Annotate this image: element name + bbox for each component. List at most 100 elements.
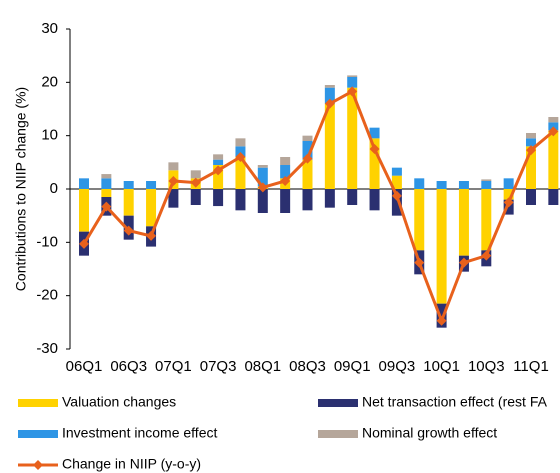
line-marker xyxy=(190,177,201,188)
bar-segment xyxy=(391,167,402,176)
bar-segment xyxy=(391,189,402,216)
y-axis-label: Contributions to NIIP change (%) xyxy=(13,87,29,291)
x-tick-label: 09Q1 xyxy=(334,358,371,375)
line xyxy=(82,89,555,325)
bar-segment xyxy=(324,85,335,88)
y-tick-label: 10 xyxy=(41,127,58,144)
legend-label: Investment income effect xyxy=(62,425,217,441)
legend-label: Net transaction effect (rest FA xyxy=(362,394,548,410)
bar-segment xyxy=(302,135,313,141)
bar-segment xyxy=(257,189,268,213)
bar-segment xyxy=(369,138,380,189)
x-tick-label: 08Q3 xyxy=(289,358,326,375)
line-marker xyxy=(146,230,157,241)
bar-segment xyxy=(213,165,224,189)
bar-segment xyxy=(235,146,246,157)
bar-segment xyxy=(280,157,291,165)
bar-segment xyxy=(235,138,246,147)
bar-segment xyxy=(280,165,291,179)
bar-segment xyxy=(213,159,224,165)
bar-segment xyxy=(548,117,559,123)
x-tick-label: 07Q1 xyxy=(155,358,192,375)
bar-segment xyxy=(168,189,179,208)
bar-segment xyxy=(123,189,134,216)
bar-segment xyxy=(146,189,157,227)
bar-segment xyxy=(213,154,224,160)
line-marker xyxy=(123,225,134,236)
line-marker xyxy=(280,176,291,186)
line-marker xyxy=(302,153,313,164)
y-tick-label: 0 xyxy=(50,180,58,197)
bar-segment xyxy=(481,189,492,251)
bar-segment xyxy=(548,189,559,205)
legend-label: Nominal growth effect xyxy=(362,425,497,441)
line-marker xyxy=(548,126,559,137)
bar-segment xyxy=(79,178,89,189)
legend-swatch xyxy=(318,399,358,407)
line-marker xyxy=(503,197,514,208)
x-tick-label: 08Q1 xyxy=(244,358,281,375)
bar-segment xyxy=(302,189,313,211)
bar-segment xyxy=(235,189,246,211)
bar-segment xyxy=(369,189,380,211)
bar-segment xyxy=(302,141,313,160)
y-tick-label: -30 xyxy=(36,340,58,357)
bar-segment xyxy=(324,189,335,208)
bar-segment xyxy=(526,189,536,205)
bar-segment xyxy=(526,133,536,139)
line-marker xyxy=(168,176,179,186)
legend-label: Valuation changes xyxy=(62,394,176,410)
legend-swatch xyxy=(18,430,58,438)
y-tick-label: -20 xyxy=(36,287,58,304)
line-marker xyxy=(369,144,380,154)
legend-label: Change in NIIP (y-o-y) xyxy=(62,456,201,472)
line-marker xyxy=(213,165,224,176)
line-marker xyxy=(347,86,358,97)
bar-segment xyxy=(436,189,447,304)
bar-segment xyxy=(235,157,246,189)
bar-segment xyxy=(526,146,536,189)
legend-swatch xyxy=(318,430,358,438)
line-marker xyxy=(436,315,447,326)
bar-segment xyxy=(347,189,358,205)
bar-segment xyxy=(391,175,402,189)
bar-segment xyxy=(101,178,112,189)
line-marker xyxy=(257,182,268,193)
y-tick-label: -10 xyxy=(36,233,58,250)
bar-segment xyxy=(414,189,425,251)
line-marker xyxy=(414,257,425,268)
x-tick-label: 10Q1 xyxy=(423,358,460,375)
bar-segment xyxy=(503,178,514,189)
bar-segment xyxy=(123,181,134,189)
bar-segment xyxy=(414,178,425,189)
x-tick-label: 09Q3 xyxy=(379,358,416,375)
x-tick-label: 06Q3 xyxy=(110,358,147,375)
bar-segment xyxy=(481,181,492,189)
line-marker xyxy=(101,201,112,212)
bar-segment xyxy=(548,122,559,131)
bar-segment xyxy=(146,181,157,189)
x-tick-label: 07Q3 xyxy=(200,358,237,375)
bar-segment xyxy=(257,165,268,168)
legend-swatch xyxy=(33,460,43,470)
bar-segment xyxy=(324,87,335,104)
line-marker xyxy=(526,145,536,156)
bar-segment xyxy=(101,174,112,179)
bar-segment xyxy=(347,87,358,189)
line-marker xyxy=(391,190,402,201)
x-tick-label: 11Q1 xyxy=(513,358,549,375)
y-tick-label: 30 xyxy=(41,20,58,37)
x-tick-label: 10Q3 xyxy=(468,358,505,375)
bar-segment xyxy=(458,189,469,256)
bar-segment xyxy=(101,189,112,197)
bar-segment xyxy=(347,75,358,77)
bar-segment xyxy=(526,138,536,147)
bar-segment xyxy=(347,77,358,88)
bar-segment xyxy=(280,189,291,213)
bar-segment xyxy=(481,179,492,181)
bar-segment xyxy=(458,181,469,189)
bar-segment xyxy=(324,103,335,189)
line-marker xyxy=(481,250,492,261)
x-tick-label: 06Q1 xyxy=(66,358,103,375)
bar-segment xyxy=(79,189,89,232)
